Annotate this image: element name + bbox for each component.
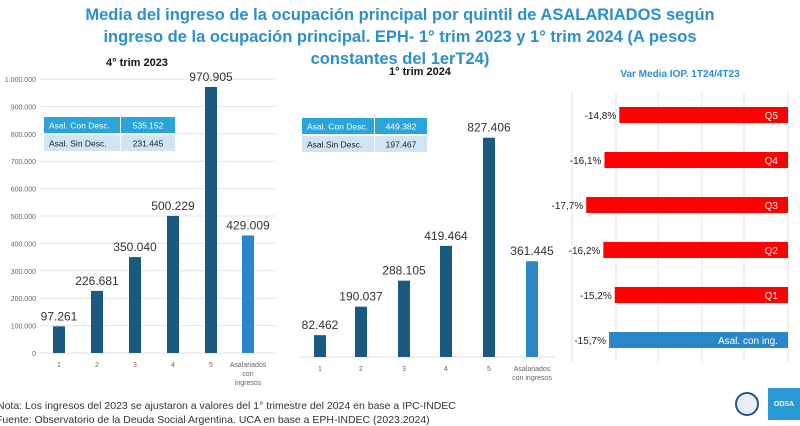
table-label: Asal. Con Desc. <box>307 122 368 132</box>
bar <box>167 215 179 353</box>
bar <box>619 107 788 123</box>
data-label: 82.462 <box>302 318 339 332</box>
table-value: 535.152 <box>133 121 164 131</box>
table-cell <box>121 117 175 133</box>
chart-title: 4° trim 2023 <box>106 57 168 69</box>
x-tick-label: 2 <box>95 362 99 369</box>
y-tick-label: 100.000 <box>11 324 36 331</box>
table-cell <box>121 135 175 151</box>
data-label: 190.037 <box>339 290 383 304</box>
x-tick-label: 1 <box>57 362 61 369</box>
x-tick-label: 3 <box>402 366 406 373</box>
data-label: -16,2% <box>569 246 601 257</box>
bar <box>603 242 788 258</box>
chart-title: Var Media IOP. 1T24/4T23 <box>620 69 740 80</box>
table-value: 449.382 <box>386 122 417 132</box>
table-label: Asal. Sin Desc. <box>49 139 107 149</box>
y-tick-label: 0 <box>32 351 36 358</box>
bar <box>53 326 65 353</box>
x-tick-label: 2 <box>359 366 363 373</box>
page-title: Media del ingreso de la ocupación princi… <box>85 6 715 68</box>
table-cell <box>44 117 120 133</box>
y-tick-label: 200.000 <box>11 296 36 303</box>
bar <box>355 306 367 357</box>
bar-category-label: Q4 <box>765 156 779 167</box>
data-label: 970.905 <box>189 70 233 84</box>
table-cell <box>375 118 427 134</box>
bar-category-label: Q2 <box>765 246 779 257</box>
data-label: 288.105 <box>382 264 426 278</box>
bar-category-label: Q5 <box>765 111 779 122</box>
x-tick-label: Asalariados con ingresos <box>230 362 267 387</box>
table-cell <box>302 136 374 152</box>
x-tick-label: 5 <box>487 366 491 373</box>
bar <box>398 280 410 357</box>
data-label: -16,1% <box>570 156 602 167</box>
x-tick-label: 4 <box>444 366 448 373</box>
data-label: 97.261 <box>41 309 78 323</box>
table-cell <box>375 136 427 152</box>
bar <box>586 197 788 213</box>
bar <box>483 137 495 357</box>
x-tick-label: 5 <box>209 362 213 369</box>
data-label: 500.229 <box>151 199 195 213</box>
table-cell <box>302 118 374 134</box>
bar <box>242 235 254 353</box>
data-label: -15,2% <box>580 291 612 302</box>
bar <box>609 332 788 348</box>
data-label: -14,8% <box>585 111 617 122</box>
table-value: 231.445 <box>133 139 164 149</box>
table-cell <box>44 135 120 151</box>
bar <box>614 287 788 303</box>
y-tick-label: 900.000 <box>11 104 36 111</box>
data-label: 827.406 <box>467 121 511 135</box>
bar <box>91 290 103 353</box>
y-tick-label: 300.000 <box>11 269 36 276</box>
bar <box>205 86 217 353</box>
y-tick-label: 700.000 <box>11 159 36 166</box>
x-tick-label: Asalariados con ingresos <box>512 366 552 382</box>
bar <box>440 245 452 357</box>
bar <box>604 152 788 168</box>
data-label: 419.464 <box>424 229 468 243</box>
y-tick-label: 500.000 <box>11 214 36 221</box>
y-tick-label: 1.000.000 <box>5 77 36 84</box>
x-tick-label: 1 <box>318 366 322 373</box>
odsa-logo: ODSA <box>768 388 800 420</box>
y-tick-label: 600.000 <box>11 187 36 194</box>
uca-seal-logo <box>735 392 759 416</box>
source-text: Fuente: Observatorio de la Deuda Social … <box>0 414 430 426</box>
bar-category-label: Q3 <box>765 201 779 212</box>
bar <box>314 335 326 357</box>
chart-title: 1° trim 2024 <box>389 66 452 78</box>
data-label: 361.445 <box>510 244 554 258</box>
table-value: 197.467 <box>386 140 417 150</box>
bar <box>526 261 538 357</box>
table-label: Asal. Con Desc. <box>49 121 110 131</box>
bar-category-label: Asal. con ing. <box>718 336 778 347</box>
note-text: Nota: Los ingresos del 2023 se ajustaron… <box>0 400 456 412</box>
data-label: 226.681 <box>75 274 119 288</box>
data-label: -15,7% <box>574 336 606 347</box>
data-label: 429.009 <box>226 218 270 232</box>
y-tick-label: 800.000 <box>11 132 36 139</box>
data-label: 350.040 <box>113 240 157 254</box>
x-tick-label: 4 <box>171 362 175 369</box>
x-tick-label: 3 <box>133 362 137 369</box>
data-label: -17,7% <box>552 201 584 212</box>
y-tick-label: 400.000 <box>11 241 36 248</box>
table-label: Asal.Sin Desc. <box>307 140 362 150</box>
bar-category-label: Q1 <box>765 291 779 302</box>
bar <box>129 257 141 353</box>
